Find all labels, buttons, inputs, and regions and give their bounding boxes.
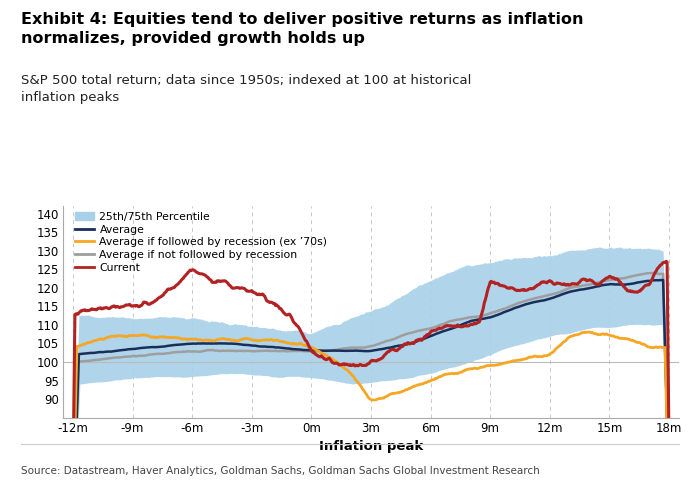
X-axis label: Inflation peak: Inflation peak [319, 440, 423, 453]
Text: Exhibit 4: Equities tend to deliver positive returns as inflation
normalizes, pr: Exhibit 4: Equities tend to deliver posi… [21, 12, 584, 46]
Text: Source: Datastream, Haver Analytics, Goldman Sachs, Goldman Sachs Global Investm: Source: Datastream, Haver Analytics, Gol… [21, 466, 540, 476]
Text: S&P 500 total return; data since 1950s; indexed at 100 at historical
inflation p: S&P 500 total return; data since 1950s; … [21, 74, 471, 105]
Legend: 25th/75th Percentile, Average, Average if followed by recession (ex ’70s), Avera: 25th/75th Percentile, Average, Average i… [75, 212, 328, 273]
